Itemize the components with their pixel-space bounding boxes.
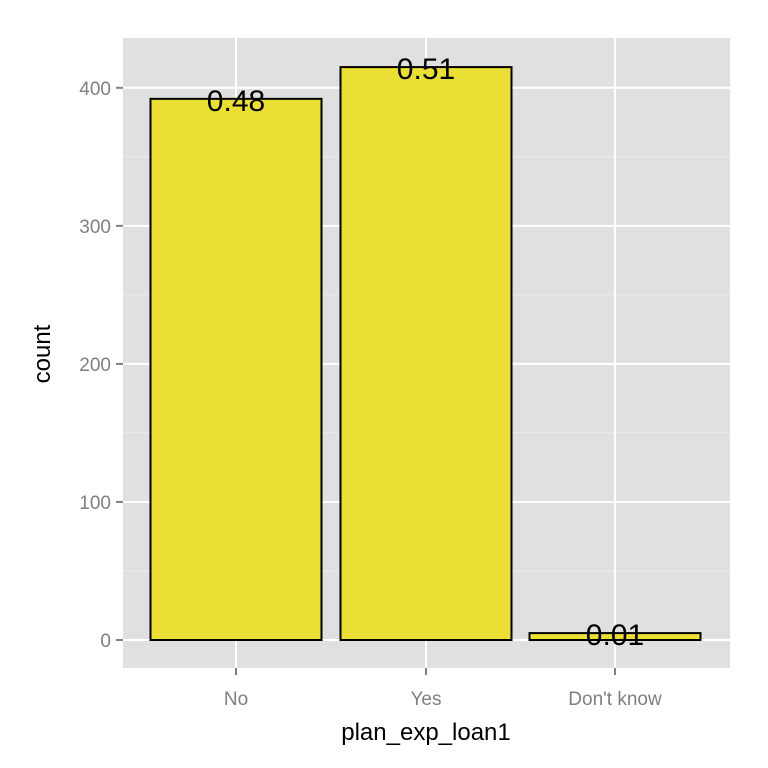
bar-label-1: 0.51 <box>397 53 455 86</box>
y-tick-label-200: 200 <box>79 355 111 376</box>
x-tick-label-0: No <box>224 689 248 710</box>
x-axis-ticks: No Yes Don't know <box>224 668 662 710</box>
bar-value-labels: 0.48 0.51 0.01 <box>207 53 644 652</box>
y-axis-title: count <box>29 324 56 383</box>
x-tick-label-1: Yes <box>411 689 442 710</box>
x-tick-label-2: Don't know <box>568 689 662 710</box>
y-axis-ticks: 0 100 200 300 400 <box>79 79 123 652</box>
y-tick-label-300: 300 <box>79 217 111 238</box>
bar-label-0: 0.48 <box>207 85 265 118</box>
x-axis-title: plan_exp_loan1 <box>341 719 511 746</box>
bar-1 <box>339 66 513 641</box>
bar-0 <box>149 97 323 642</box>
bar-label-2: 0.01 <box>586 619 644 652</box>
y-tick-label-100: 100 <box>79 493 111 514</box>
y-tick-label-0: 0 <box>100 631 111 652</box>
y-tick-label-400: 400 <box>79 79 111 100</box>
bars <box>149 66 702 642</box>
bar-2 <box>528 632 702 641</box>
